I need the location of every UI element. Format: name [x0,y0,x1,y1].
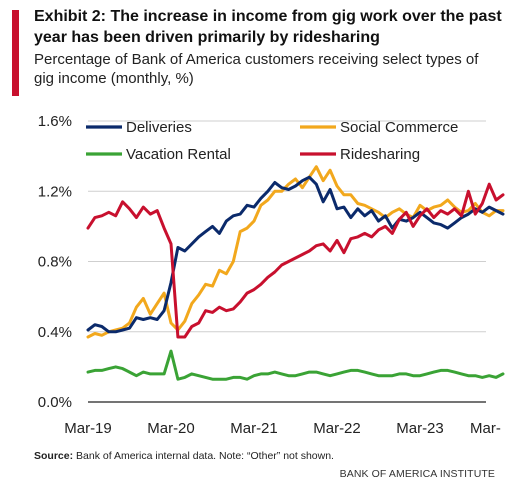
x-tick-label: Mar-23 [396,420,444,437]
y-tick-label: 1.6% [38,113,72,130]
legend-label: Vacation Rental [126,146,231,163]
chart-subtitle: Percentage of Bank of America customers … [34,51,479,87]
series-lines [86,165,505,381]
source-note: Source: Bank of America internal data. N… [34,450,334,462]
legend-label: Ridesharing [340,146,420,163]
chart-title: Exhibit 2: The increase in income from g… [34,8,502,46]
y-tick-label: 0.8% [38,254,72,271]
source-text: Bank of America internal data. Note: “Ot… [73,450,334,462]
x-tick-label: Mar-22 [313,420,361,437]
x-tick-label: Mar-19 [64,420,112,437]
x-tick-label: Mar-20 [147,420,195,437]
series-line-social-commerce [86,165,505,339]
brand-label: BANK OF AMERICA INSTITUTE [339,468,495,480]
legend-label: Social Commerce [340,119,458,136]
series-line-deliveries [86,175,505,334]
series-line-vacation-rental [86,349,505,381]
axes: 0.0% 0.4% 0.8% 1.2% 1.6% Mar-19 Mar-20 Mar-21 Ma… [38,113,501,437]
source-label: Source: [34,450,74,462]
series-line-ridesharing [86,182,505,339]
x-tick-label: Mar- [470,420,501,437]
legend: Deliveries Social Commerce Vacation Rental… [86,119,458,163]
line-chart: 0.0% 0.4% 0.8% 1.2% 1.6% Mar-19 Mar-20 Mar-21 Ma… [38,113,505,437]
x-tick-label: Mar-21 [230,420,278,437]
y-tick-label: 0.4% [38,324,72,341]
legend-label: Deliveries [126,119,192,136]
y-tick-label: 1.2% [38,183,72,200]
exhibit-accent-bar [12,10,19,96]
y-tick-label: 0.0% [38,394,72,411]
